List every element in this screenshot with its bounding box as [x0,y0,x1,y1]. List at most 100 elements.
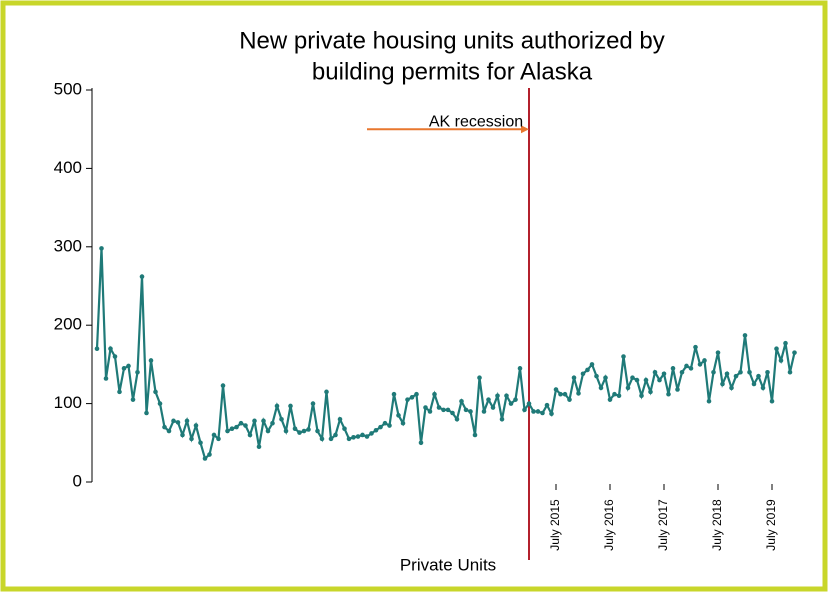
data-point [396,413,401,418]
data-point [207,452,212,457]
data-point [508,401,514,406]
data-point [553,387,559,392]
data-point [670,366,676,371]
data-point [792,350,797,355]
data-point [697,362,703,367]
data-point [229,426,235,431]
data-point [688,366,694,371]
data-point [459,398,464,404]
data-point [166,428,172,434]
data-point [315,428,320,434]
data-point [517,366,523,371]
y-tick-label: 300 [54,236,82,255]
data-point [589,362,595,367]
data-point [607,397,613,402]
data-point [490,405,496,410]
data-point [333,432,338,438]
data-point [598,385,604,391]
data-point [387,423,392,428]
data-point [130,397,136,402]
data-point [634,377,640,383]
data-point [432,391,437,397]
data-point [103,376,109,381]
x-tick-label: July 2018 [710,499,724,551]
data-point [414,391,419,397]
data-point [693,344,698,350]
arrow-head [521,125,529,134]
data-point [463,407,469,413]
x-tick-label: July 2015 [548,499,562,551]
data-point [148,358,154,363]
data-point [648,389,653,395]
data-point [378,424,383,430]
data-point [571,375,577,381]
data-point [126,363,131,369]
data-point [364,434,370,439]
data-point [256,444,262,450]
data-point [328,436,334,442]
data-point [652,369,658,375]
data-point [454,416,460,422]
data-point [684,363,689,369]
x-axis-label: Private Units [400,555,496,574]
data-point [342,426,347,431]
data-point [621,354,626,359]
data-point [720,381,725,387]
data-point [535,409,541,414]
data-point [265,428,271,434]
data-point [346,436,352,442]
data-point [319,436,325,442]
data-point [108,346,113,352]
data-point [747,369,752,375]
y-tick-label: 400 [54,158,82,177]
data-point [211,432,217,438]
data-point [171,418,176,424]
data-point [184,418,190,424]
data-point [472,432,478,438]
data-point [198,440,203,446]
data-point [715,350,721,355]
data-point [580,371,586,377]
data-point [729,385,734,391]
data-point [234,424,239,430]
data-point [382,420,388,426]
data-point [522,407,527,413]
data-point [427,409,433,414]
data-point [180,432,185,438]
data-point [139,274,145,279]
data-point [292,426,298,431]
data-point [135,369,140,375]
y-tick-label: 500 [54,79,82,98]
data-point [337,416,343,422]
data-point [468,409,473,414]
data-point [189,436,194,442]
data-point [423,405,428,410]
data-point [324,389,329,395]
data-point [279,416,284,422]
data-point [153,389,158,395]
data-point [157,401,163,406]
data-point [576,391,581,396]
data-point [162,424,167,430]
data-point [274,403,280,409]
data-point [261,418,266,424]
data-point [675,387,680,392]
data-point [594,373,599,379]
data-point [202,456,208,461]
data-point [193,423,199,428]
data-point [252,418,257,424]
data-point [526,401,532,406]
data-point [706,398,712,404]
data-point [751,381,757,387]
data-point [760,385,766,391]
data-point [117,389,122,395]
data-point [306,427,311,432]
data-point [733,373,739,379]
data-point [783,340,788,346]
data-point [742,333,748,338]
annotation-text: AK recession [429,113,523,130]
data-point [369,431,374,436]
data-point [769,398,775,404]
